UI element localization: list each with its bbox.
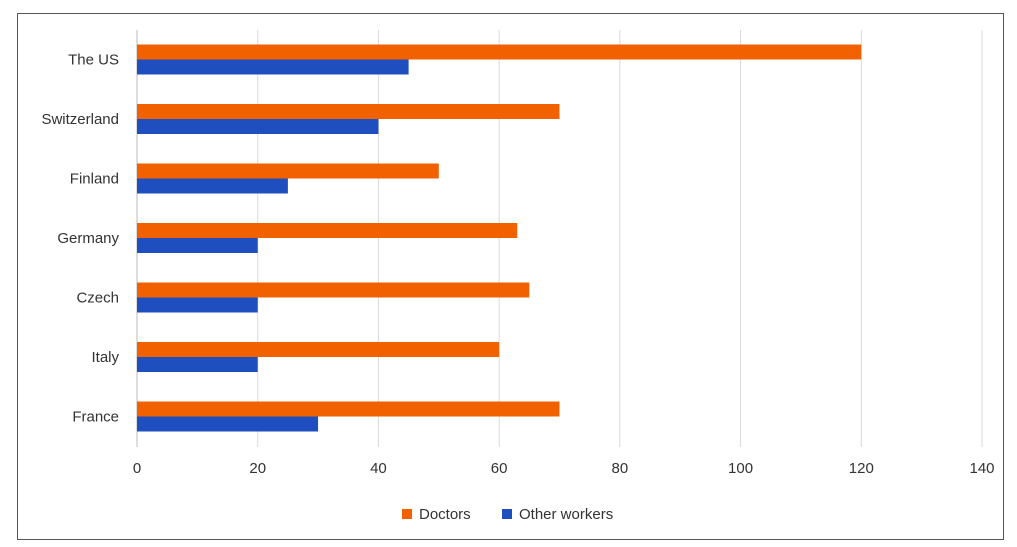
bar-other-workers [137, 416, 319, 432]
category-label: The US [68, 52, 119, 69]
bar-other-workers [137, 59, 409, 75]
bar-doctors [137, 401, 560, 417]
legend-swatch [402, 509, 412, 519]
bar-other-workers [137, 119, 379, 134]
bar-other-workers [137, 238, 258, 253]
bar-doctors [137, 104, 560, 119]
bar-doctors [137, 44, 862, 60]
bar-doctors [137, 282, 530, 298]
category-label: Czech [76, 290, 119, 307]
category-label: Italy [91, 349, 119, 366]
bar-doctors [137, 163, 439, 179]
x-tick-label: 40 [370, 460, 387, 477]
category-label: Germany [57, 230, 119, 247]
x-tick-label: 140 [969, 460, 994, 477]
x-tick-label: 100 [728, 460, 753, 477]
x-tick-label: 0 [133, 460, 141, 477]
x-tick-label: 80 [612, 460, 629, 477]
bar-other-workers [137, 357, 258, 372]
legend-swatch [502, 509, 512, 519]
category-label: France [72, 409, 119, 426]
chart-frame [17, 13, 1004, 540]
bar-doctors [137, 223, 518, 238]
category-label: Finland [70, 171, 119, 188]
category-label: Switzerland [41, 111, 119, 128]
x-tick-label: 60 [491, 460, 508, 477]
legend-label: Doctors [419, 506, 471, 523]
bar-other-workers [137, 297, 258, 313]
legend-label: Other workers [519, 506, 613, 523]
x-tick-label: 20 [249, 460, 266, 477]
bar-doctors [137, 342, 500, 357]
bar-other-workers [137, 178, 288, 194]
x-tick-label: 120 [849, 460, 874, 477]
